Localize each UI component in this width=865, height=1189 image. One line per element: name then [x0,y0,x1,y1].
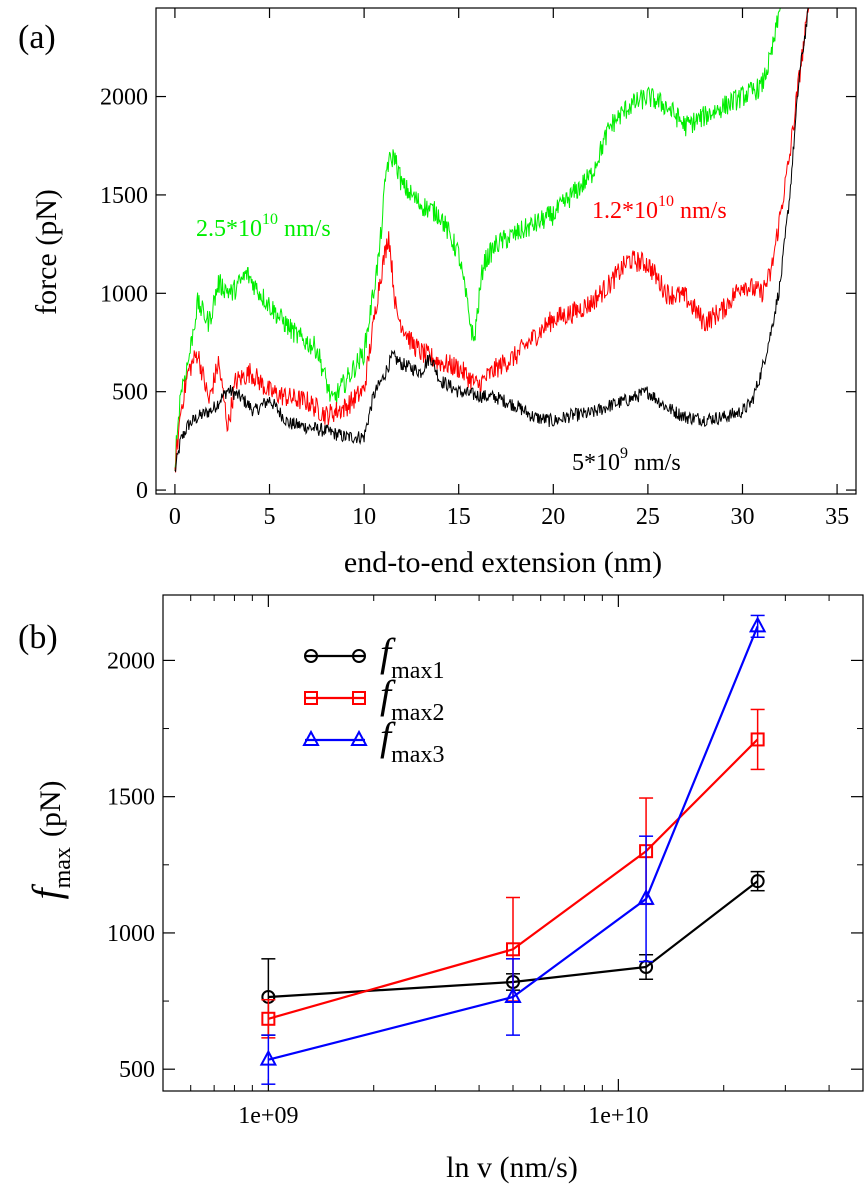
panel-b-series-line [268,738,759,1020]
legend-marker [304,649,318,663]
panel-a-x-tick-label: 15 [447,504,471,530]
legend-entry-3: fmax3 [302,714,444,768]
panel-a-x-tick-label: 0 [169,504,181,530]
legend-marker [352,691,366,705]
panel-a-series-line-0 [174,7,809,473]
legend-label: fmax2 [380,672,444,726]
panel-b-y-tick-label: 1500 [107,785,155,811]
panel-a-y-tick-label: 0 [136,478,148,504]
panel-b-y-ticks: 500 1000 1500 2000 [107,648,863,1083]
panel-b-point [506,942,520,957]
panel-b-x-axis-label: ln v (nm/s) [446,1151,578,1184]
panel-a-plot-area [174,7,810,473]
panel-b-x-tick-label: 1e+09 [238,1103,298,1129]
panel-b-y-tick-label: 500 [119,1057,155,1083]
panel-b-point [748,616,767,633]
panel-b-point [637,888,655,905]
series-label-2.5e10: 2.5*1010 nm/s [196,211,331,242]
panel-b-x-tick-label: 1e+10 [588,1103,648,1129]
series-label-1.2e10: 1.2*1010 nm/s [592,193,727,224]
legend-marker [352,649,366,663]
panel-a-x-axis-label: end-to-end extension (nm) [344,546,662,579]
legend-entry-2: fmax2 [304,672,444,726]
panel-b-x-ticks: 1e+09 1e+10 [190,595,830,1129]
panel-a-x-tick-label: 35 [825,504,849,530]
panel-b-y-tick-label: 1000 [107,921,155,947]
panel-a-x-tick-label: 25 [636,504,660,530]
panel-a-series-line-2 [174,7,781,471]
panel-a-series-line-1 [174,7,810,473]
panel-b-series-2 [261,708,765,1039]
panel-a-frame [155,7,857,495]
panel-a-x-tick-label: 10 [352,504,376,530]
panel-b-series-line [268,880,759,999]
legend-marker [304,691,318,705]
panel-a-x-tick-label: 30 [730,504,754,530]
panel-a-y-axis-label: force (pN) [30,189,63,315]
panel-a-x-ticks: 0 5 10 15 20 25 30 35 [169,8,849,530]
panel-a-y-tick-label: 1500 [100,183,148,209]
panel-a-x-tick-label: 20 [541,504,565,530]
panel-a-y-tick-label: 2000 [100,85,148,111]
panel-b-point [504,986,522,1003]
legend-marker [302,729,320,746]
panel-b-series-line [268,625,759,1061]
panel-b-point [259,1049,278,1066]
panel-b-label: (b) [18,619,58,656]
panel-a-y-tick-label: 1000 [100,281,148,307]
panel-b-plot-area [259,614,767,1085]
panel-a-y-tick-label: 500 [112,380,148,406]
panel-a-y-ticks: 0 500 1000 1500 2000 [100,85,856,504]
series-label-5e9: 5*109 nm/s [572,445,681,476]
panel-b-point [750,874,765,889]
panel-b-point [750,732,765,747]
legend-entry-1: fmax1 [304,630,444,684]
panel-b-point [261,1011,276,1026]
panel-b-series-3 [259,614,767,1085]
panel-a: (a) 0 5 10 15 20 25 30 35 0 500 1000 1500 2000 end-… [18,7,857,579]
panel-b-y-axis-label: fmax(pN) [24,780,76,899]
legend-marker [350,729,368,746]
panel-a-x-tick-label: 5 [264,504,276,530]
panel-a-label: (a) [18,19,56,56]
panel-b-y-tick-label: 2000 [107,648,155,674]
